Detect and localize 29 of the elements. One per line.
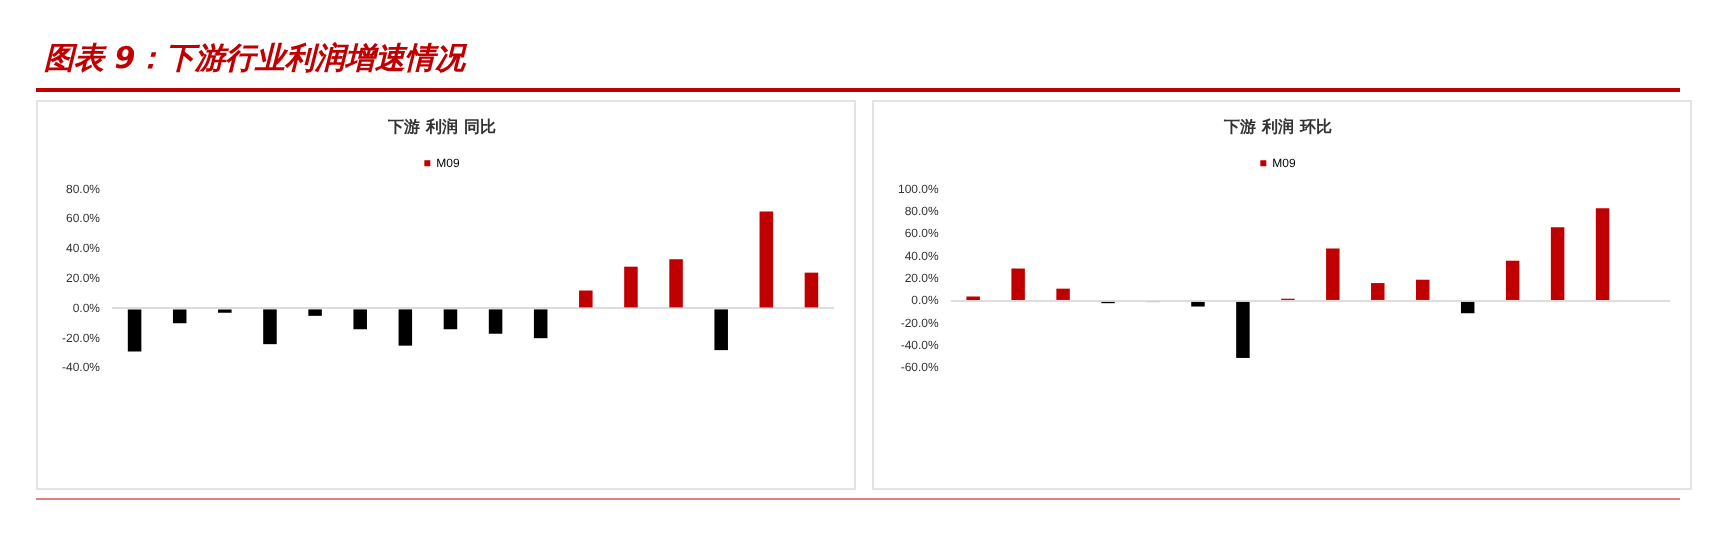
text: 图表 9：下游行业利润增速情况 <box>44 40 466 78</box>
bar <box>804 272 819 308</box>
bar <box>353 309 367 330</box>
bar <box>1460 301 1475 314</box>
bar <box>1371 283 1385 300</box>
bar <box>1416 279 1430 300</box>
bar <box>1550 227 1565 300</box>
bar <box>1236 301 1250 358</box>
bar <box>624 266 638 308</box>
bar <box>579 290 593 308</box>
bar <box>1056 288 1070 300</box>
bar <box>1326 248 1340 300</box>
bar <box>488 309 503 334</box>
bar <box>443 309 458 330</box>
bar <box>1505 260 1520 300</box>
bar <box>533 309 548 339</box>
chart-title: 下游 利润 同比 <box>386 115 496 136</box>
bar <box>308 309 322 316</box>
bar <box>669 259 683 308</box>
bar <box>1595 208 1610 300</box>
bar <box>263 309 277 345</box>
bar <box>1011 268 1025 300</box>
bar <box>1191 301 1205 307</box>
bar <box>398 309 413 346</box>
bar <box>172 309 187 324</box>
bar <box>714 309 728 351</box>
bar <box>127 309 142 352</box>
bar <box>759 211 774 308</box>
chart-title: 下游 利润 环比 <box>1222 115 1332 136</box>
